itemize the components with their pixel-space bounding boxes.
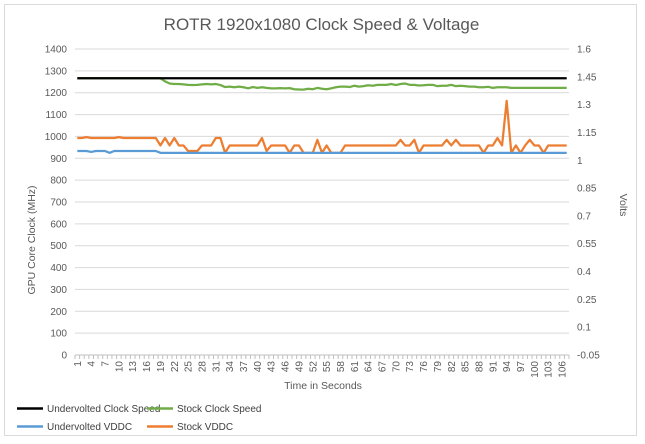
y-tick-label: 800 [50, 176, 67, 187]
x-tick-label: 58 [336, 361, 347, 373]
x-tick-label: 40 [253, 361, 264, 373]
x-tick-label: 10 [114, 361, 125, 373]
x-tick-label: 34 [225, 361, 236, 373]
y2-tick-label: 0.4 [577, 267, 591, 278]
y-tick-label: 1300 [45, 66, 68, 77]
x-tick-label: 61 [350, 361, 361, 373]
x-tick-label: 43 [267, 361, 278, 373]
y-axis-title: GPU Core Clock (MHz) [26, 185, 38, 294]
x-tick-label: 7 [101, 361, 112, 367]
x-tick-label: 52 [308, 361, 319, 373]
y-tick-label: 500 [50, 241, 67, 252]
stock-clock-speed-line [77, 77, 567, 91]
y2-tick-label: 1.45 [577, 72, 597, 83]
x-tick-label: 31 [211, 361, 222, 373]
x-tick-label: 22 [170, 361, 181, 373]
y2-tick-label: 1.3 [577, 100, 591, 111]
x-tick-label: 79 [433, 361, 444, 373]
y-tick-label: 1200 [45, 88, 68, 99]
y2-tick-label: 1.6 [577, 45, 591, 56]
x-tick-label: 1 [73, 361, 84, 367]
y-tick-label: 0 [61, 351, 67, 362]
x-tick-label: 70 [391, 361, 402, 373]
y-tick-label: 400 [50, 263, 67, 274]
x-tick-label: 88 [474, 361, 485, 373]
x-axis [74, 354, 570, 359]
y-tick-label: 100 [50, 329, 67, 340]
x-tick-label: 25 [184, 361, 195, 373]
x-tick-label: 97 [516, 361, 527, 373]
x-tick-label: 85 [461, 361, 472, 373]
y-tick-label: 900 [50, 154, 67, 165]
x-tick-label: 73 [405, 361, 416, 373]
x-tick-label: 16 [142, 361, 153, 373]
x-axis-title: Time in Seconds [284, 380, 362, 392]
x-tick-label: 37 [239, 361, 250, 373]
legend-label: Stock Clock Speed [177, 404, 262, 415]
x-tick-label: 55 [322, 361, 333, 373]
undervolted-vddc-line [77, 149, 567, 154]
legend-label: Stock VDDC [177, 422, 233, 433]
y2-tick-label: 0.85 [577, 184, 597, 195]
x-tick-label: 106 [558, 361, 569, 378]
y2-tick-label: -0.05 [577, 351, 600, 362]
y2-tick-label: 0.7 [577, 211, 591, 222]
grid-lines [75, 48, 569, 334]
x-tick-label: 19 [156, 361, 167, 373]
x-tick-label: 49 [294, 361, 305, 373]
y-tick-label: 1400 [45, 45, 68, 56]
y2-tick-label: 1.15 [577, 128, 597, 139]
x-tick-label: 13 [128, 361, 139, 373]
x-tick-label: 46 [281, 361, 292, 373]
right-axis-ticks: -0.05 0.1 0.25 0.4 0.55 0.7 0.85 1 1.15 1.3 1.45 1.… [577, 45, 600, 362]
chart-frame: ROTR 1920x1080 Clock Speed & Voltage 0 10… [4, 4, 637, 436]
x-tick-label: 28 [197, 361, 208, 373]
left-axis-ticks: 0 100 200 300 400 500 600 700 800 900 1000 1100 1200… [45, 45, 68, 362]
y-tick-label: 300 [50, 285, 67, 296]
plot-area [77, 77, 567, 154]
y2-tick-label: 0.25 [577, 295, 597, 306]
x-tick-label: 64 [364, 361, 375, 373]
x-tick-label: 103 [544, 361, 555, 378]
x-tick-label: 82 [447, 361, 458, 373]
y2-tick-label: 0.1 [577, 323, 591, 334]
chart-svg: ROTR 1920x1080 Clock Speed & Voltage 010… [17, 15, 629, 433]
y-tick-label: 600 [50, 219, 67, 230]
legend-label: Undervolted Clock Speed [47, 404, 160, 415]
chart-title: ROTR 1920x1080 Clock Speed & Voltage [164, 15, 480, 34]
y2-axis-title: Volts [617, 194, 629, 217]
x-tick-label: 67 [378, 361, 389, 373]
y-tick-label: 700 [50, 198, 67, 209]
y-tick-label: 1100 [45, 110, 67, 121]
x-tick-label: 100 [530, 361, 541, 378]
x-tick-label: 91 [488, 361, 499, 373]
y2-tick-label: 0.55 [577, 239, 597, 250]
x-tick-label: 94 [502, 361, 513, 373]
x-axis-ticks: 1 4 7 10 13 16 19 22 25 28 31 34 37 40 43 46 49 52 55 58 61 6… [73, 361, 569, 378]
legend-label: Undervolted VDDC [47, 422, 132, 433]
y-tick-label: 200 [50, 307, 67, 318]
x-tick-label: 4 [87, 361, 98, 367]
x-tick-label: 76 [419, 361, 430, 373]
y-tick-label: 1000 [45, 132, 68, 143]
legend: Undervolted Clock Speed Stock Clock Speed… [17, 404, 262, 433]
stock-vddc-line [77, 99, 567, 154]
y2-tick-label: 1 [577, 156, 583, 167]
